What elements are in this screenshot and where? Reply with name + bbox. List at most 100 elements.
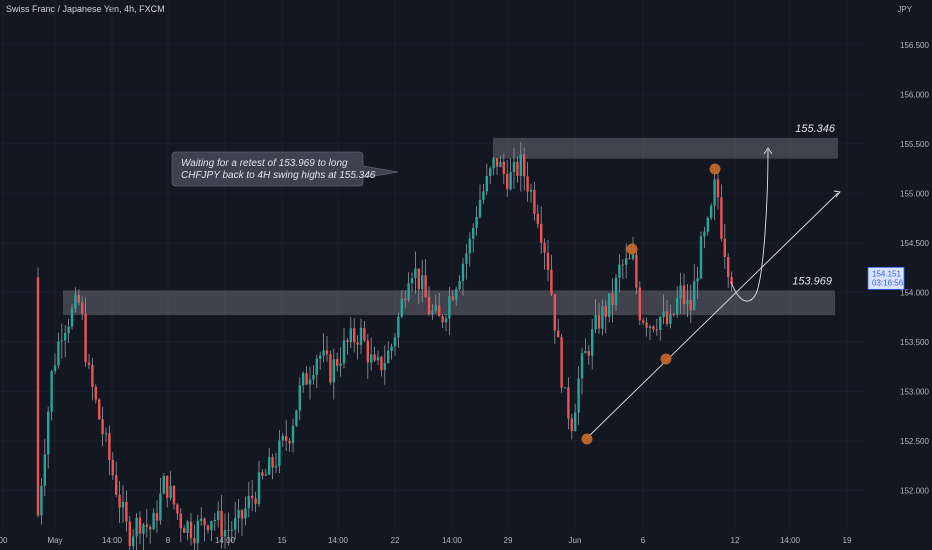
candle-body [274,466,278,468]
candle [434,294,437,314]
candle [43,438,46,497]
candle-body [349,328,352,343]
candle-body [179,513,182,529]
candle [183,525,186,533]
candle-body [206,525,210,531]
candle-body [104,433,108,435]
candle-body [336,359,339,366]
candle [108,425,111,475]
candle [166,475,169,508]
candle [359,318,363,355]
candle [339,347,342,377]
time-tick-label: 12 [731,536,740,545]
candle-body [713,179,716,206]
candle-body [451,296,454,300]
candle [244,496,247,526]
candle [315,354,318,388]
candle-body [635,254,638,288]
candle [393,332,397,356]
candle-body [611,293,614,305]
candle [298,377,301,421]
candle [247,481,250,518]
candle [196,514,199,550]
candle [716,169,720,210]
candle-body [543,242,546,253]
candle-body [676,298,679,315]
candle-body [363,327,366,341]
candle-body [203,518,206,526]
candle-body [50,371,53,412]
candle-body [716,179,720,198]
candle-body [489,168,492,177]
candle [424,258,427,298]
candle-body [587,350,590,356]
candle-body [550,269,553,295]
candle [115,461,118,498]
candle [410,272,414,292]
candle-body [288,440,291,444]
candle-body [125,501,128,522]
candle-body [60,340,63,342]
candle-body [468,238,471,254]
candle-body [128,521,131,546]
candle-body [213,520,216,522]
candle-body [482,191,485,200]
candle-body [135,517,138,537]
candle [502,153,505,184]
candle [696,266,699,299]
candle [186,520,189,541]
candle-body [608,293,611,317]
candle-body [353,328,356,343]
candle-body [322,350,325,356]
candle-body [257,472,261,504]
candle [506,160,509,197]
candle-body [516,161,519,176]
candle [271,453,274,480]
candle [64,325,67,358]
candle [448,286,451,336]
candle [427,286,431,316]
candle-body [591,329,594,356]
candle-body [121,501,125,508]
currency-label: JPY [897,5,912,14]
candle-body [495,158,499,167]
candle [662,294,665,325]
candle [322,333,325,363]
candle [288,437,291,452]
candle-body [380,356,383,371]
time-tick-label: 14:00 [442,536,463,545]
time-tick-label: 14:00 [102,536,123,545]
candle [152,508,155,530]
candle [686,283,689,318]
candle [281,432,284,447]
swing-point-marker [709,163,721,175]
callout-text: CHFJPY back to 4H swing highs at 155.346 [181,170,376,181]
candle-body [686,300,689,305]
candle [431,304,434,320]
time-tick-label: 22 [391,536,400,545]
candle-body [723,238,726,257]
current-price-value: 154.151 [872,269,901,278]
candle-body [400,298,403,317]
candle-body [669,314,672,324]
candle [135,512,138,550]
candle [557,318,560,338]
candle [604,300,607,334]
candle [223,513,227,549]
candle [91,357,94,401]
candle-body [414,268,417,278]
candle [142,522,145,550]
candle [217,501,220,528]
candle-body [223,530,227,537]
candle-body [64,333,67,341]
candle [60,323,63,359]
candle [264,468,267,477]
candle [203,517,206,542]
candle-body [407,283,410,301]
candle-body [594,314,597,330]
candle-body [706,217,709,232]
price-tick-label: 156.000 [900,90,929,99]
candle-body [94,386,97,400]
candle-body [472,227,475,239]
